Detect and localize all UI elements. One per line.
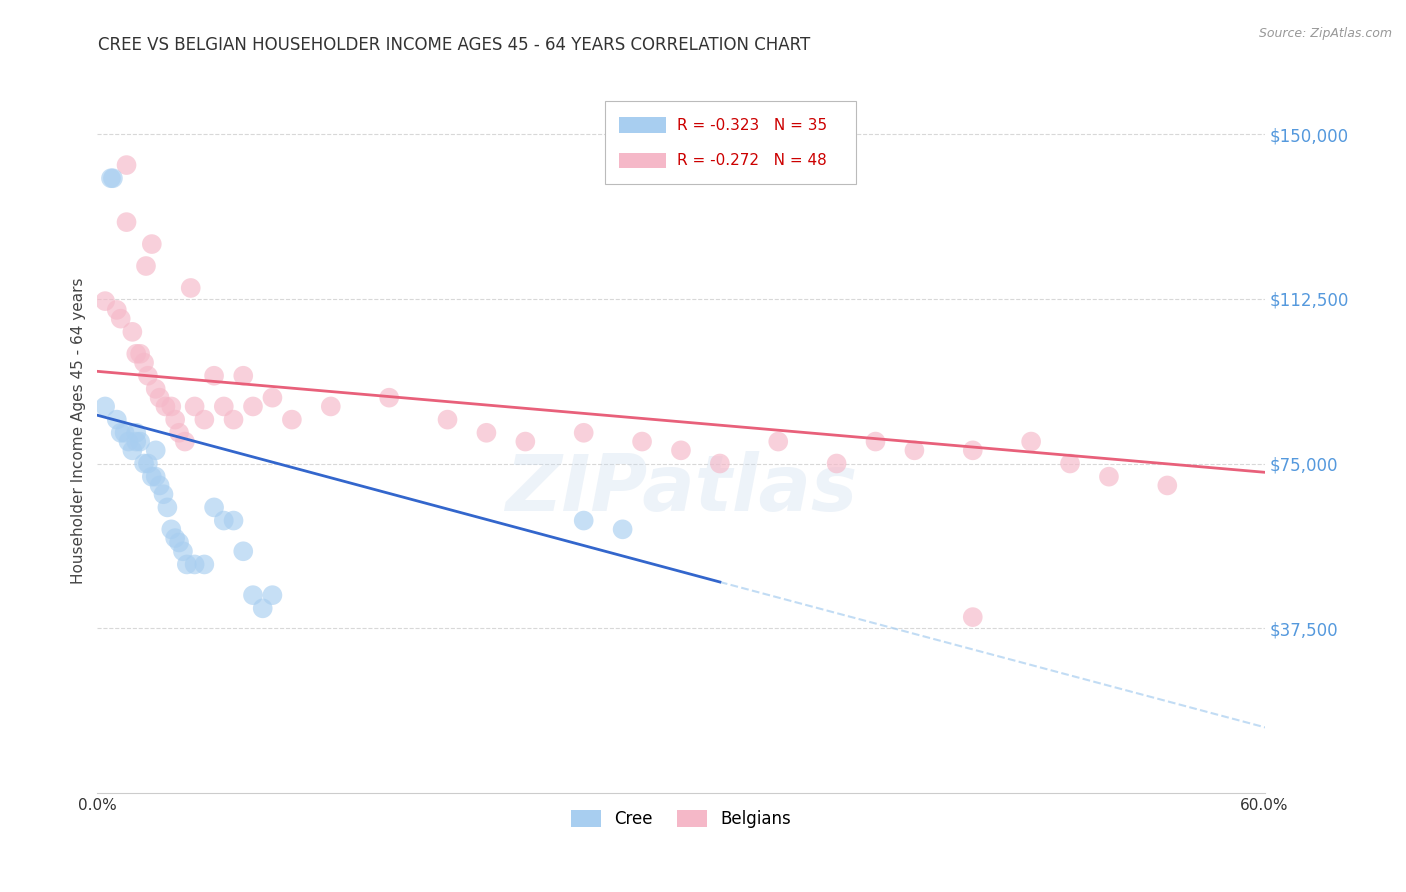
Point xyxy=(222,412,245,426)
Point xyxy=(115,158,138,172)
Point xyxy=(768,434,790,449)
Point xyxy=(1019,434,1042,449)
Y-axis label: Householder Income Ages 45 - 64 years: Householder Income Ages 45 - 64 years xyxy=(72,277,86,584)
Point xyxy=(174,434,197,449)
Point xyxy=(612,522,634,536)
Point xyxy=(193,412,215,426)
Point xyxy=(129,434,152,449)
Point xyxy=(149,478,172,492)
Point xyxy=(160,522,183,536)
Point xyxy=(132,355,155,369)
Point xyxy=(631,434,654,449)
Point xyxy=(515,434,537,449)
Point xyxy=(1098,469,1121,483)
Point xyxy=(117,434,139,449)
Point xyxy=(167,425,190,440)
Text: CREE VS BELGIAN HOUSEHOLDER INCOME AGES 45 - 64 YEARS CORRELATION CHART: CREE VS BELGIAN HOUSEHOLDER INCOME AGES … xyxy=(98,36,811,54)
Point xyxy=(136,457,159,471)
Point xyxy=(121,443,143,458)
Point xyxy=(176,558,198,572)
Point xyxy=(110,425,132,440)
Point xyxy=(962,610,984,624)
Point xyxy=(212,400,235,414)
Point xyxy=(141,237,163,252)
FancyBboxPatch shape xyxy=(619,153,666,169)
Point xyxy=(132,457,155,471)
Point xyxy=(262,391,284,405)
Point xyxy=(709,457,731,471)
Point xyxy=(183,400,205,414)
Point xyxy=(475,425,498,440)
Point xyxy=(101,171,124,186)
Point xyxy=(152,487,174,501)
Point xyxy=(135,259,157,273)
Point xyxy=(1156,478,1178,492)
Point xyxy=(100,171,122,186)
Point xyxy=(125,425,148,440)
FancyBboxPatch shape xyxy=(619,117,666,133)
Point xyxy=(202,368,225,383)
Point xyxy=(94,400,117,414)
Point xyxy=(252,601,274,615)
Point xyxy=(136,368,159,383)
Point xyxy=(141,469,163,483)
Point xyxy=(145,443,167,458)
Point xyxy=(242,588,264,602)
Text: R = -0.272   N = 48: R = -0.272 N = 48 xyxy=(678,153,827,168)
Point xyxy=(202,500,225,515)
Point xyxy=(378,391,401,405)
Point xyxy=(193,558,215,572)
Point xyxy=(145,469,167,483)
Point xyxy=(155,400,177,414)
Point xyxy=(232,544,254,558)
Point xyxy=(121,325,143,339)
Point xyxy=(145,382,167,396)
Point xyxy=(212,514,235,528)
Point xyxy=(114,425,136,440)
Point xyxy=(572,425,595,440)
Point xyxy=(160,400,183,414)
Point xyxy=(262,588,284,602)
Point xyxy=(156,500,179,515)
Point xyxy=(94,294,117,309)
Point xyxy=(319,400,342,414)
Point xyxy=(183,558,205,572)
Point xyxy=(281,412,304,426)
Point xyxy=(962,443,984,458)
Point xyxy=(165,531,187,545)
Point xyxy=(903,443,925,458)
Point xyxy=(242,400,264,414)
Point xyxy=(105,302,128,317)
Point xyxy=(222,514,245,528)
Point xyxy=(125,347,148,361)
Point xyxy=(572,514,595,528)
Legend: Cree, Belgians: Cree, Belgians xyxy=(564,804,799,835)
Point xyxy=(129,347,152,361)
Point xyxy=(436,412,458,426)
Text: ZIPatlas: ZIPatlas xyxy=(505,450,858,526)
Point xyxy=(825,457,848,471)
Point xyxy=(669,443,692,458)
Point xyxy=(165,412,187,426)
Text: Source: ZipAtlas.com: Source: ZipAtlas.com xyxy=(1258,27,1392,40)
FancyBboxPatch shape xyxy=(605,101,856,185)
Point xyxy=(105,412,128,426)
Text: R = -0.323   N = 35: R = -0.323 N = 35 xyxy=(678,118,828,133)
Point xyxy=(149,391,172,405)
Point xyxy=(167,535,190,549)
Point xyxy=(1059,457,1081,471)
Point xyxy=(865,434,887,449)
Point xyxy=(115,215,138,229)
Point xyxy=(180,281,202,295)
Point xyxy=(125,434,148,449)
Point xyxy=(172,544,194,558)
Point xyxy=(110,311,132,326)
Point xyxy=(232,368,254,383)
